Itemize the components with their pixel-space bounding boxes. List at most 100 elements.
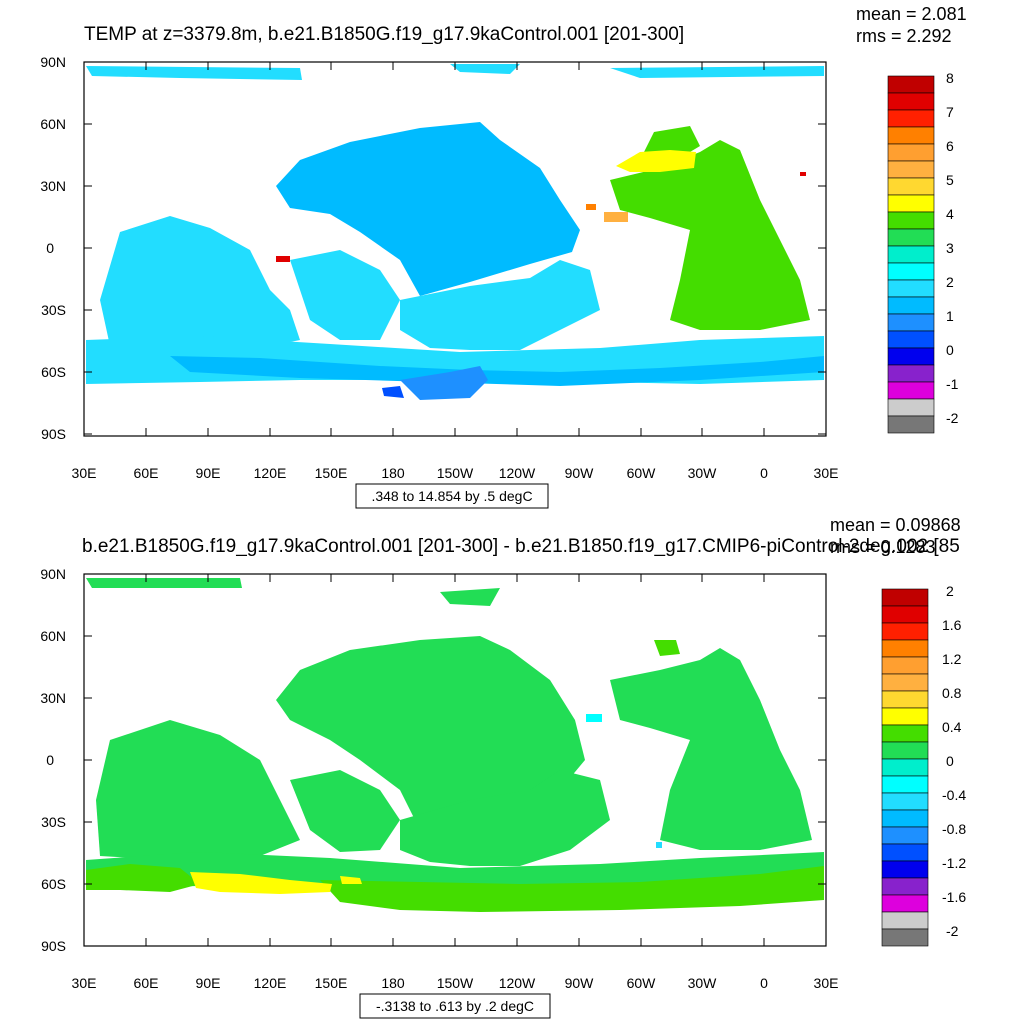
panel-2-range-box bbox=[359, 993, 551, 1019]
panel-2-atlantic bbox=[610, 648, 812, 850]
panel-2-lon-label: 120W bbox=[499, 975, 536, 991]
panel-2-lime-top bbox=[654, 640, 680, 656]
panel-2-pacific-north bbox=[276, 636, 585, 830]
panel-1-lon-label: 180 bbox=[381, 465, 405, 481]
panel-2-yellow-band bbox=[190, 872, 332, 894]
panel-1-southern-band-blue bbox=[170, 356, 824, 386]
panel-2-colorbar-label: -1.6 bbox=[942, 889, 966, 905]
panel-1-orange-patch-2 bbox=[586, 204, 596, 210]
panel-2-lat-label: 60S bbox=[41, 876, 66, 892]
panel-2-lat-label: 60N bbox=[40, 628, 66, 644]
panel-2-arctic-strip-2 bbox=[440, 588, 500, 606]
colorbar-swatch bbox=[887, 126, 935, 145]
panel-2-lon-label: 30E bbox=[72, 975, 97, 991]
colorbar-swatch bbox=[881, 622, 929, 641]
colorbar-swatch bbox=[887, 313, 935, 332]
colorbar-swatch bbox=[887, 109, 935, 128]
colorbar-swatch bbox=[887, 143, 935, 162]
panel-1-lon-label: 30E bbox=[814, 465, 839, 481]
panel-2-colorbar-labels: 2 1.6 1.2 0.8 0.4 0 -0.4 -0.8 -1.2 -1.6 … bbox=[942, 583, 966, 939]
panel-2-indian-ocean bbox=[96, 720, 300, 860]
panel-2-southern-band-lime-west bbox=[86, 864, 200, 892]
colorbar-swatch bbox=[881, 860, 929, 879]
panel-2-lat-label: 0 bbox=[46, 752, 54, 768]
panel-2-arctic-strip bbox=[86, 578, 242, 588]
panel-1-title: TEMP at z=3379.8m, b.e21.B1850G.f19_g17.… bbox=[84, 24, 684, 45]
colorbar-swatch bbox=[881, 724, 929, 743]
panel-1-lon-label: 60E bbox=[134, 465, 159, 481]
colorbar-swatch bbox=[887, 415, 935, 434]
colorbar-swatch bbox=[887, 262, 935, 281]
colorbar-swatch bbox=[887, 160, 935, 179]
panel-1-lon-label: 120W bbox=[499, 465, 536, 481]
colorbar-swatch bbox=[887, 296, 935, 315]
panel-1-lon-label: 150E bbox=[315, 465, 348, 481]
colorbar-swatch bbox=[887, 279, 935, 298]
colorbar-swatch bbox=[881, 877, 929, 896]
panel-1-lat-label: 90S bbox=[41, 426, 66, 442]
panel-2-lon-label: 120E bbox=[254, 975, 287, 991]
panel-1-lon-label: 120E bbox=[254, 465, 287, 481]
panel-1-orange-patch bbox=[604, 212, 628, 222]
colorbar-swatch bbox=[887, 364, 935, 383]
panel-1-yellow-patch bbox=[616, 150, 696, 172]
colorbar-swatch bbox=[881, 690, 929, 709]
panel-1-lon-label: 90W bbox=[565, 465, 595, 481]
panel-2-colorbar-label: -2 bbox=[946, 923, 959, 939]
panel-1-colorbar bbox=[887, 75, 935, 434]
colorbar-swatch bbox=[881, 707, 929, 726]
panel-1-atlantic-green bbox=[610, 140, 810, 330]
panel-2: b.e21.B1850G.f19_g17.9kaControl.001 [201… bbox=[40, 515, 966, 1019]
colorbar-swatch bbox=[881, 741, 929, 760]
colorbar-swatch bbox=[887, 177, 935, 196]
colorbar-swatch bbox=[887, 75, 935, 94]
panel-2-frame-ticks bbox=[83, 573, 827, 947]
colorbar-swatch bbox=[881, 775, 929, 794]
panel-1-colorbar-label: 1 bbox=[946, 308, 954, 324]
panel-1-red-patch bbox=[276, 256, 290, 262]
panel-1: TEMP at z=3379.8m, b.e21.B1850G.f19_g17.… bbox=[40, 4, 967, 509]
colorbar-swatch bbox=[881, 911, 929, 930]
colorbar-swatch bbox=[887, 194, 935, 213]
colorbar-swatch bbox=[881, 588, 929, 607]
colorbar-swatch bbox=[881, 894, 929, 913]
panel-1-rms: rms = 2.292 bbox=[856, 26, 952, 46]
colorbar-swatch bbox=[881, 605, 929, 624]
panel-1-lat-label: 60N bbox=[40, 116, 66, 132]
panel-1-range-text: .348 to 14.854 by .5 degC bbox=[371, 488, 532, 504]
panel-2-lon-label: 60W bbox=[627, 975, 657, 991]
panel-1-red-patch-2 bbox=[800, 172, 806, 176]
panel-2-lat-label: 90S bbox=[41, 938, 66, 954]
panel-2-lat-label: 30S bbox=[41, 814, 66, 830]
panel-2-lon-label: 150E bbox=[315, 975, 348, 991]
panel-1-colorbar-labels: 8 7 6 5 4 3 2 1 0 -1 -2 bbox=[946, 70, 959, 426]
panel-2-lat-label: 30N bbox=[40, 690, 66, 706]
panel-2-lon-label: 0 bbox=[760, 975, 768, 991]
panel-1-colorbar-label: 8 bbox=[946, 70, 954, 86]
panel-1-west-pacific bbox=[290, 250, 400, 340]
colorbar-swatch bbox=[887, 398, 935, 417]
colorbar-swatch bbox=[881, 758, 929, 777]
panel-2-colorbar bbox=[881, 588, 929, 947]
panel-2-lat-labels: 90N 60N 30N 0 30S 60S 90S bbox=[40, 566, 66, 954]
panel-2-lon-label: 150W bbox=[437, 975, 474, 991]
panel-1-colorbar-label: 4 bbox=[946, 206, 954, 222]
colorbar-swatch bbox=[887, 245, 935, 264]
panel-1-pacific-north bbox=[276, 122, 580, 296]
panel-1-colorbar-label: 2 bbox=[946, 274, 954, 290]
panel-1-indian-ocean bbox=[100, 216, 300, 352]
panel-1-colorbar-label: -2 bbox=[946, 410, 959, 426]
panel-1-lon-label: 90E bbox=[196, 465, 221, 481]
panel-2-south-pacific bbox=[400, 770, 610, 866]
panel-2-lon-label: 90W bbox=[565, 975, 595, 991]
panel-2-lon-labels: 30E 60E 90E 120E 150E 180 150W 120W 90W … bbox=[72, 975, 839, 991]
panel-2-colorbar-label: 2 bbox=[946, 583, 954, 599]
panel-1-colorbar-label: 3 bbox=[946, 240, 954, 256]
colorbar-swatch bbox=[887, 347, 935, 366]
panel-1-lat-label: 60S bbox=[41, 364, 66, 380]
panel-1-lat-label: 30S bbox=[41, 302, 66, 318]
panel-2-mean: mean = 0.09868 bbox=[830, 515, 961, 535]
colorbar-swatch bbox=[887, 228, 935, 247]
panel-2-blue-patch bbox=[656, 842, 662, 848]
